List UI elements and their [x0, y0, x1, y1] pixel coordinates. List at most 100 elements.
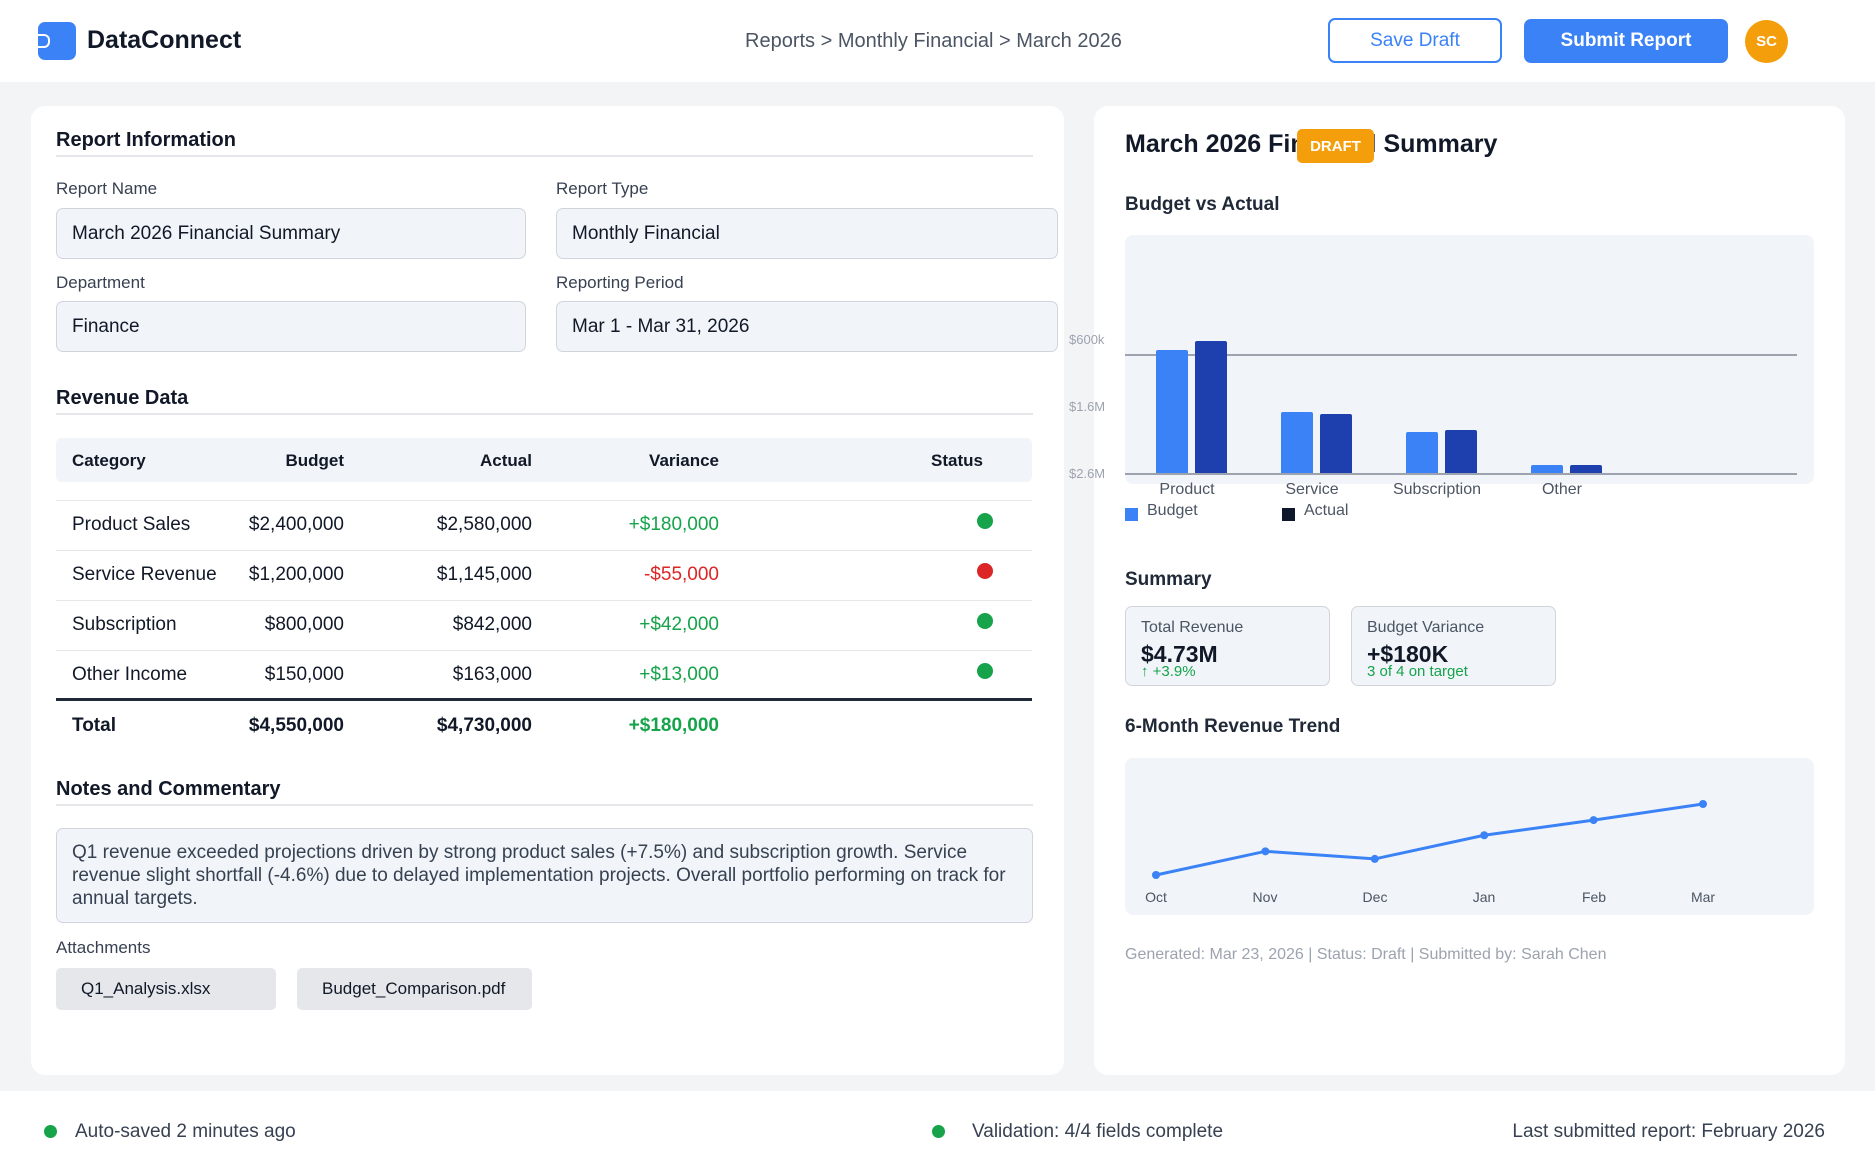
report-name-label: Report Name	[56, 179, 158, 198]
bar-actual-subscription	[1445, 429, 1477, 473]
table-row: Service Revenue $1,200,000 $1,145,000 -$…	[56, 550, 1032, 600]
revenue-trend-heading: 6-Month Revenue Trend	[1125, 716, 1341, 737]
total-actual: $4,730,000	[436, 715, 532, 736]
validation-status: Validation: 4/4 fields complete	[972, 1121, 1224, 1142]
status-on-target-icon	[977, 663, 993, 679]
section-divider	[56, 804, 1033, 806]
row-category: Product Sales	[72, 514, 191, 535]
chart-baseline	[1125, 473, 1797, 475]
trend-line	[1155, 802, 1704, 877]
breadcrumb: Reports > Monthly Financial > March 2026	[745, 30, 1122, 52]
bar-budget-subscription	[1406, 432, 1438, 473]
table-row: Other Income $150,000 $163,000 +$13,000	[56, 650, 1032, 700]
row-category: Subscription	[72, 614, 177, 635]
row-budget: $2,400,000	[248, 514, 344, 535]
bar-budget-product	[1156, 350, 1188, 473]
status-on-target-icon	[977, 613, 993, 629]
kpi-delta: ↑ +3.9%	[1141, 663, 1196, 680]
trend-point-nov	[1261, 847, 1270, 856]
kpi-label: Total Revenue	[1141, 619, 1244, 636]
revenue-table-header: Category Budget Actual Variance Status	[56, 438, 1032, 482]
kpi-card-budget-variance: Budget Variance +$180K 3 of 4 on target	[1351, 606, 1556, 686]
row-variance: +$42,000	[639, 614, 719, 635]
row-actual: $842,000	[452, 614, 532, 635]
row-budget: $150,000	[264, 664, 344, 685]
revenue-data-heading: Revenue Data	[56, 387, 189, 409]
x-category-label: Other	[1541, 481, 1582, 498]
trend-x-label: Feb	[1581, 889, 1607, 905]
row-category: Other Income	[72, 664, 188, 685]
legend-label-budget: Budget	[1147, 502, 1198, 519]
column-header-variance: Variance	[649, 451, 719, 470]
bar-actual-service	[1320, 414, 1352, 473]
notes-textarea[interactable]: Q1 revenue exceeded projections driven b…	[56, 828, 1033, 923]
row-variance: +$180,000	[628, 514, 719, 535]
dataconnect-logo-icon	[38, 22, 76, 60]
department-input[interactable]: Finance	[56, 301, 526, 352]
row-actual: $163,000	[452, 664, 532, 685]
budget-vs-actual-heading: Budget vs Actual	[1125, 194, 1280, 215]
kpi-label: Budget Variance	[1367, 619, 1485, 636]
user-avatar[interactable]: SC	[1745, 20, 1788, 63]
column-header-status: Status	[931, 451, 983, 470]
y-tick-label: $600k	[1069, 332, 1105, 347]
reporting-period-input[interactable]: Mar 1 - Mar 31, 2026	[556, 301, 1058, 352]
kpi-value: $4.73M	[1141, 641, 1218, 667]
column-header-category: Category	[72, 451, 146, 470]
trend-x-label: Nov	[1252, 889, 1278, 905]
section-divider	[56, 413, 1033, 415]
total-label: Total	[72, 715, 116, 736]
autosave-status-icon	[44, 1125, 57, 1138]
table-total-row: Total $4,550,000 $4,730,000 +$180,000	[56, 698, 1032, 748]
trend-point-feb	[1589, 816, 1598, 825]
legend-swatch-actual	[1282, 508, 1295, 521]
submit-report-button[interactable]: Submit Report	[1524, 19, 1728, 63]
kpi-value: +$180K	[1367, 641, 1449, 667]
status-footer: Auto-saved 2 minutes ago Validation: 4/4…	[0, 1091, 1875, 1171]
status-on-target-icon	[977, 513, 993, 529]
draft-status-badge: DRAFT	[1297, 129, 1374, 163]
x-category-label: Product	[1159, 481, 1215, 498]
attachment-chip[interactable]: Budget_Comparison.pdf	[297, 968, 532, 1010]
app-header: DataConnect Reports > Monthly Financial …	[0, 0, 1875, 82]
table-row: Product Sales $2,400,000 $2,580,000 +$18…	[56, 500, 1032, 550]
total-variance: +$180,000	[628, 715, 719, 736]
reporting-period-label: Reporting Period	[556, 273, 684, 292]
row-budget: $800,000	[264, 614, 344, 635]
y-tick-label: $1.6M	[1069, 399, 1106, 414]
report-type-label: Report Type	[556, 179, 649, 198]
chart-gridline	[1125, 354, 1797, 356]
column-header-actual: Actual	[480, 451, 532, 470]
kpi-delta: 3 of 4 on target	[1367, 663, 1468, 680]
department-label: Department	[56, 273, 145, 292]
report-information-heading: Report Information	[56, 129, 236, 151]
trend-point-jan	[1480, 831, 1489, 840]
row-actual: $1,145,000	[436, 564, 532, 585]
kpi-card-total-revenue: Total Revenue $4.73M ↑ +3.9%	[1125, 606, 1330, 686]
row-category: Service Revenue	[72, 564, 217, 585]
brand-name: DataConnect	[87, 26, 242, 54]
row-variance: +$13,000	[639, 664, 719, 685]
trend-x-label: Mar	[1690, 889, 1716, 905]
x-category-label: Service	[1285, 481, 1339, 498]
attachments-label: Attachments	[56, 938, 151, 957]
last-submitted-status: Last submitted report: February 2026	[1512, 1121, 1825, 1142]
trend-x-label: Oct	[1145, 889, 1167, 905]
bar-budget-other	[1531, 465, 1563, 473]
attachment-chip[interactable]: Q1_Analysis.xlsx	[56, 968, 276, 1010]
revenue-trend-chart	[1125, 758, 1814, 915]
trend-x-label: Jan	[1472, 889, 1496, 905]
save-draft-button[interactable]: Save Draft	[1328, 18, 1502, 63]
bar-budget-service	[1281, 411, 1313, 473]
report-name-input[interactable]: March 2026 Financial Summary	[56, 208, 526, 259]
row-variance: -$55,000	[643, 564, 719, 585]
legend-label-actual: Actual	[1304, 502, 1349, 519]
report-type-input[interactable]: Monthly Financial	[556, 208, 1058, 259]
bar-actual-product	[1195, 341, 1227, 473]
section-divider	[56, 155, 1033, 157]
summary-heading: Summary	[1125, 569, 1212, 590]
trend-point-mar	[1699, 800, 1707, 808]
status-off-target-icon	[977, 563, 993, 579]
legend-swatch-budget	[1125, 508, 1138, 521]
